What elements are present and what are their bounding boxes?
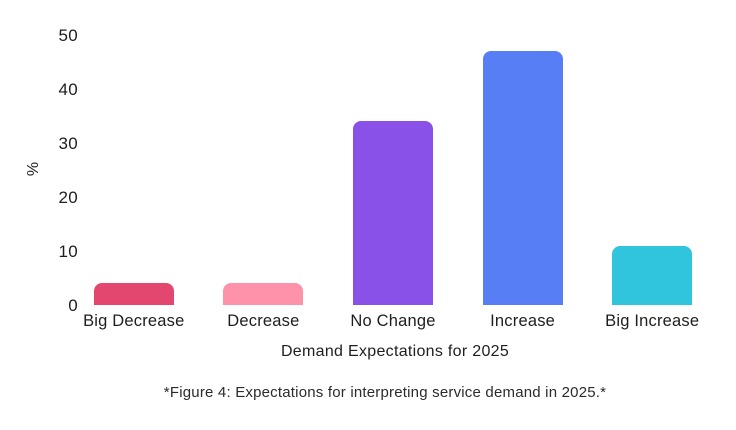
y-tick-label: 30 [58,134,78,153]
y-tick-label: 0 [68,296,78,315]
x-category-label: Big Decrease [83,312,185,330]
bar-decrease [223,283,304,305]
y-tick-label: 40 [58,80,78,99]
figure-caption: *Figure 4: Expectations for interpreting… [163,384,607,401]
x-category-label: No Change [350,312,436,330]
x-axis-title: Demand Expectations for 2025 [280,343,510,360]
bar-increase [482,51,563,305]
x-category-label: Decrease [227,312,300,330]
bar-big-increase [612,245,693,305]
x-category-label: Increase [490,312,556,330]
y-tick-label: 20 [58,188,78,207]
x-category-label: Big Increase [605,312,700,330]
bar-no-change [353,121,433,305]
y-tick-label: 50 [58,26,78,45]
bar-big-decrease [93,283,174,305]
y-tick-label: 10 [58,242,78,261]
y-axis-label: % [25,161,42,177]
